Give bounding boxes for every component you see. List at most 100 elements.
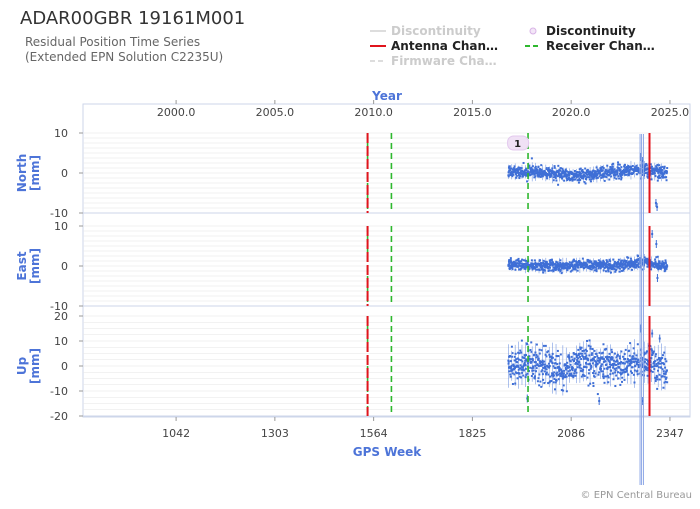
data-point xyxy=(581,264,584,267)
data-point xyxy=(613,168,616,171)
data-point xyxy=(595,268,598,271)
data-point xyxy=(591,357,594,360)
data-point xyxy=(619,173,622,176)
data-point xyxy=(591,348,594,351)
data-point xyxy=(586,265,589,268)
data-point xyxy=(614,174,617,177)
data-point xyxy=(531,266,534,269)
data-point xyxy=(596,174,599,177)
data-point xyxy=(552,270,555,273)
bottom-axis-tick-label: 2086 xyxy=(557,427,585,440)
data-point xyxy=(632,170,635,173)
data-point xyxy=(532,264,535,267)
data-point xyxy=(611,358,614,361)
data-point xyxy=(552,381,555,384)
legend[interactable]: Discontinuity Discontinuity Antenna Chan… xyxy=(370,24,655,68)
data-point xyxy=(579,173,582,176)
data-point xyxy=(583,174,586,177)
data-point xyxy=(538,269,541,272)
data-point xyxy=(651,370,654,373)
data-point xyxy=(611,167,614,170)
data-point xyxy=(515,358,518,361)
data-point xyxy=(562,372,565,375)
legend-item-discontinuity-marker[interactable]: Discontinuity xyxy=(529,24,636,38)
data-point xyxy=(622,362,625,365)
bottom-axis-tick-label: 1303 xyxy=(261,427,289,440)
top-axis-tick-label: 2000.0 xyxy=(157,106,196,119)
data-point xyxy=(591,352,594,355)
data-point xyxy=(599,174,602,177)
data-point xyxy=(559,353,562,356)
data-point xyxy=(661,368,664,371)
data-point xyxy=(537,173,540,176)
data-point xyxy=(548,366,551,369)
data-point xyxy=(647,360,650,363)
legend-item-discontinuity-line[interactable]: Discontinuity xyxy=(370,24,481,38)
data-point xyxy=(641,166,644,169)
legend-item-firmware-change[interactable]: Firmware Cha… xyxy=(370,54,497,68)
data-point xyxy=(509,375,512,378)
data-point xyxy=(548,365,551,368)
data-point xyxy=(563,179,566,182)
data-point xyxy=(562,267,565,270)
data-point xyxy=(619,261,622,264)
bottom-axis-tick-label: 1825 xyxy=(458,427,486,440)
data-point xyxy=(603,367,606,370)
data-point xyxy=(658,170,661,173)
data-point xyxy=(641,363,644,366)
data-point xyxy=(548,171,551,174)
data-point xyxy=(515,365,518,368)
data-point xyxy=(512,260,515,263)
data-point xyxy=(574,260,577,263)
panel-east: -10 0 10 East [mm] xyxy=(15,220,690,313)
data-point xyxy=(628,263,631,266)
data-point xyxy=(519,349,522,352)
data-point xyxy=(584,352,587,355)
data-point xyxy=(516,262,519,265)
data-point xyxy=(540,349,543,352)
bottom-axis-tick-label: 2347 xyxy=(656,427,684,440)
data-point xyxy=(630,259,633,262)
data-point xyxy=(517,351,520,354)
data-point xyxy=(525,259,528,262)
data-point xyxy=(638,258,641,261)
data-point xyxy=(593,174,596,177)
data-point xyxy=(524,363,527,366)
data-point xyxy=(587,344,590,347)
data-point xyxy=(560,368,563,371)
data-point xyxy=(522,364,525,367)
data-point xyxy=(564,363,567,366)
data-point xyxy=(651,169,654,172)
data-point xyxy=(654,376,657,379)
data-point xyxy=(592,358,595,361)
data-point xyxy=(564,366,567,369)
data-point xyxy=(554,358,557,361)
data-point xyxy=(577,352,580,355)
data-point xyxy=(551,372,554,375)
data-point xyxy=(569,270,572,273)
data-point xyxy=(589,347,592,350)
data-point xyxy=(591,359,594,362)
data-point xyxy=(608,352,611,355)
data-point xyxy=(652,264,655,267)
data-point xyxy=(629,363,632,366)
data-point xyxy=(616,360,619,363)
data-point xyxy=(615,374,618,377)
data-point xyxy=(518,375,521,378)
data-point xyxy=(516,357,519,360)
data-point xyxy=(629,370,632,373)
data-point xyxy=(617,161,620,164)
data-point xyxy=(540,174,543,177)
discontinuity-marker-label: 1 xyxy=(514,139,521,150)
data-point xyxy=(560,264,563,267)
data-point xyxy=(562,169,565,172)
data-point xyxy=(621,173,624,176)
data-point xyxy=(569,374,572,377)
data-point xyxy=(620,259,623,262)
data-point xyxy=(588,178,591,181)
legend-item-receiver-change[interactable]: Receiver Chan… xyxy=(525,39,655,53)
data-point xyxy=(629,172,632,175)
data-point xyxy=(619,371,622,374)
data-point xyxy=(548,259,551,262)
legend-item-antenna-change[interactable]: Antenna Chan… xyxy=(370,39,498,53)
